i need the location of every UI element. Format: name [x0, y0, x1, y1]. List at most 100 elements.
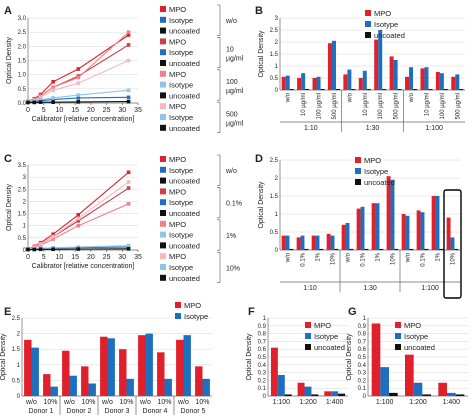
- legend-swatch: [395, 344, 401, 350]
- x-tick-label: 5: [42, 254, 46, 261]
- y-tick-label: 0.6: [358, 347, 367, 353]
- x-tick-label: 1:200: [409, 399, 427, 406]
- x-tick-label: 1:200: [299, 399, 317, 406]
- panel-label: B: [255, 5, 263, 17]
- x-tick-label: 5: [42, 107, 46, 114]
- y-tick-label: 1: [275, 212, 279, 218]
- bar: [43, 374, 51, 396]
- bar: [435, 72, 440, 90]
- data-point: [76, 96, 81, 100]
- y-tick-label: 0.8: [258, 332, 267, 338]
- bar: [356, 208, 361, 250]
- x-group-label: Donor 2: [67, 408, 92, 415]
- bar: [327, 43, 332, 90]
- x-tick-label: 10 µg/ml: [424, 93, 430, 116]
- x-tick-label: w/o: [409, 92, 415, 103]
- x-tick-label: 30: [118, 107, 126, 114]
- bar: [69, 375, 77, 396]
- bar: [281, 76, 286, 90]
- bar: [315, 235, 320, 250]
- legend-entry: Isotype: [374, 20, 398, 29]
- x-tick-label: w/o: [63, 399, 75, 406]
- data-point: [76, 219, 81, 223]
- data-point: [51, 234, 55, 239]
- bar: [390, 179, 395, 250]
- x-tick-label: 0.1%: [301, 252, 307, 266]
- x-tick-label: 35: [134, 254, 142, 261]
- data-point: [76, 67, 81, 71]
- bar: [285, 75, 290, 90]
- legend-swatch: [160, 114, 166, 120]
- bar: [459, 89, 464, 90]
- y-tick-label: 0: [275, 88, 279, 94]
- x-tick-label: w/o: [101, 399, 113, 406]
- legend-swatch: [160, 242, 166, 249]
- y-tick-label: 3: [275, 16, 279, 22]
- data-point: [51, 100, 55, 104]
- y-tick-label: 0.8: [358, 332, 367, 338]
- x-group-label: Donor 4: [143, 408, 168, 415]
- legend-swatch: [160, 166, 166, 173]
- legend-swatch: [160, 49, 166, 56]
- y-tick-label: 2: [23, 199, 27, 205]
- bar: [304, 386, 312, 396]
- data-point: [126, 33, 131, 37]
- bar: [455, 74, 460, 90]
- legend-entry: uncoated: [314, 343, 345, 352]
- x-tick-label: 100 µg/ml: [378, 93, 384, 119]
- x-tick-label: 10%: [195, 399, 209, 406]
- y-tick-label: 0.5: [12, 378, 21, 384]
- panel-label: D: [255, 153, 263, 165]
- legend-swatch: [160, 231, 166, 238]
- bar: [81, 366, 89, 396]
- y-tick-label: 0: [17, 394, 21, 400]
- bar: [50, 386, 58, 396]
- legend-swatch: [160, 210, 166, 216]
- legend-entry: Isotype: [169, 263, 193, 272]
- bar: [331, 391, 339, 396]
- bar: [405, 76, 410, 90]
- x-axis-title: Calibrator [relative concentration]: [32, 263, 135, 270]
- y-tick-label: 1: [363, 316, 367, 322]
- y-axis-title: Optical Density: [6, 183, 13, 231]
- bar: [349, 248, 354, 250]
- bar: [378, 30, 383, 90]
- legend-swatch: [365, 10, 371, 16]
- y-tick-label: 0.5: [18, 87, 27, 93]
- bar: [312, 78, 317, 90]
- legend-entry: uncoated: [169, 91, 200, 100]
- y-axis-title: Optical Density: [258, 30, 265, 78]
- legend-group-label: 10%: [226, 265, 240, 272]
- legend-entry: Isotype: [169, 113, 193, 122]
- y-tick-label: 2.5: [12, 316, 21, 322]
- bar: [311, 394, 319, 396]
- bar: [438, 382, 447, 396]
- legend-entry: Isotype: [169, 81, 193, 90]
- legend-group-label: 100 µg/ml: [226, 79, 244, 95]
- data-point: [126, 88, 131, 93]
- legend-group-label: 1%: [226, 233, 236, 240]
- y-tick-label: 2.0: [18, 44, 27, 50]
- data-point: [126, 243, 131, 248]
- x-tick-label: 100 µg/ml: [440, 93, 446, 119]
- y-tick-label: 1.5: [270, 52, 279, 58]
- y-tick-label: 2.5: [270, 28, 279, 34]
- x-tick-label: 25: [103, 254, 111, 261]
- legend-swatch: [365, 32, 371, 38]
- bar: [324, 391, 332, 396]
- legend-bracket: [217, 251, 221, 283]
- legend-entry: uncoated: [374, 31, 405, 40]
- x-tick-label: 1:100: [376, 399, 394, 406]
- legend-entry: uncoated: [169, 177, 200, 186]
- legend-swatch: [160, 156, 166, 162]
- bar: [31, 347, 39, 396]
- legend-entry: MPO: [169, 252, 186, 261]
- series-line: [27, 44, 129, 103]
- bar: [341, 224, 346, 250]
- y-tick-label: 1.5: [18, 212, 27, 218]
- bar: [451, 76, 456, 90]
- legend-swatch: [160, 6, 166, 12]
- x-tick-label: 10%: [119, 399, 133, 406]
- y-tick-label: 0.9: [358, 324, 367, 330]
